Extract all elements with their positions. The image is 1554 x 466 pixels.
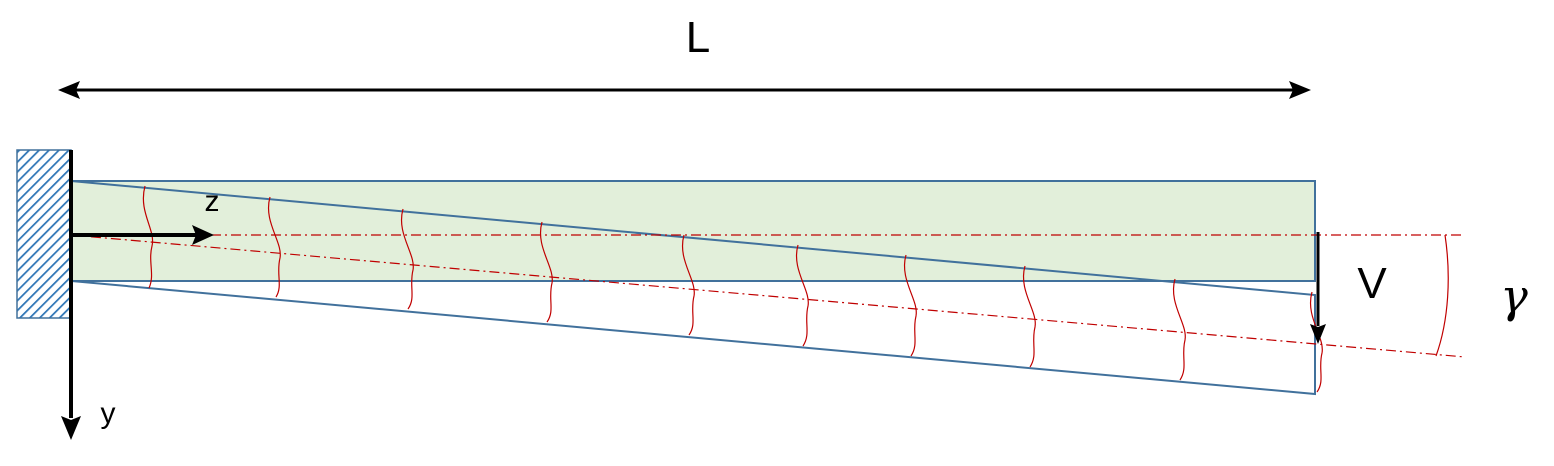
load-label: V (1357, 259, 1387, 308)
z-axis-arrowhead (192, 225, 214, 245)
warp-line (1172, 278, 1186, 381)
warp-line (903, 254, 917, 357)
deformed-centerline (70, 234, 1466, 358)
load-arrowhead (1310, 324, 1326, 344)
shear-angle-arc (1435, 234, 1449, 357)
warp-line (1309, 291, 1323, 393)
warp-line (400, 208, 414, 310)
length-label: L (686, 13, 710, 62)
length-arrow-right (1289, 81, 1311, 99)
z-axis-label: z (205, 185, 220, 218)
y-axis-label: y (101, 397, 116, 430)
warp-line (681, 234, 695, 336)
warp-line (267, 196, 281, 298)
warp-line (795, 244, 809, 347)
warp-line (142, 185, 154, 289)
y-axis-arrowhead (61, 416, 81, 440)
coordinate-axes: z y (61, 150, 220, 440)
length-dimension: L (58, 13, 1311, 99)
length-arrow-left (58, 81, 80, 99)
undeformed-beam (70, 180, 1316, 282)
warped-sections (142, 185, 1323, 393)
fixed-support-wall (16, 149, 72, 319)
shear-angle-label: γ (1500, 269, 1528, 323)
warp-line (1022, 265, 1036, 368)
warp-line (539, 221, 553, 323)
shear-load: V (1310, 232, 1387, 344)
